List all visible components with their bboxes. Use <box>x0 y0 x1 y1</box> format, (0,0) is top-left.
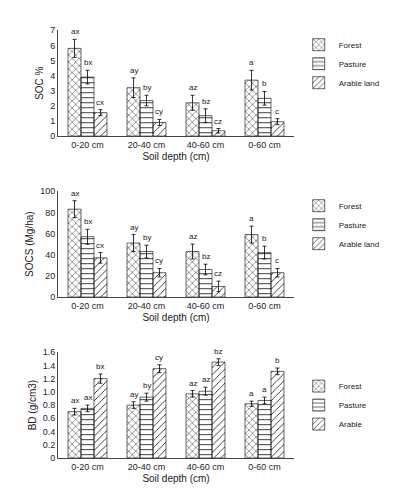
svg-text:bx: bx <box>84 217 92 226</box>
svg-text:0.2: 0.2 <box>43 440 56 450</box>
svg-text:ax: ax <box>71 27 79 36</box>
svg-text:Soil depth (cm): Soil depth (cm) <box>142 473 209 484</box>
svg-text:by: by <box>143 233 151 242</box>
svg-text:1.4: 1.4 <box>43 361 56 371</box>
svg-text:cy: cy <box>155 353 163 362</box>
svg-text:ay: ay <box>130 390 138 399</box>
svg-text:a: a <box>249 389 254 398</box>
svg-text:40-60 cm: 40-60 cm <box>187 301 225 311</box>
svg-text:az: az <box>189 83 197 92</box>
svg-text:ax: ax <box>71 189 79 198</box>
svg-text:by: by <box>143 381 151 390</box>
svg-text:cz: cz <box>214 269 222 278</box>
svg-text:SOC %: SOC % <box>34 66 45 99</box>
svg-text:Soil depth (cm): Soil depth (cm) <box>142 151 209 162</box>
svg-text:cx: cx <box>96 241 104 250</box>
svg-text:ax: ax <box>84 393 92 402</box>
svg-text:cy: cy <box>155 107 163 116</box>
svg-text:az: az <box>202 375 210 384</box>
svg-text:0.4: 0.4 <box>43 427 56 437</box>
svg-text:20: 20 <box>45 271 55 281</box>
svg-text:a: a <box>249 214 254 223</box>
svg-text:b: b <box>262 79 267 88</box>
svg-text:az: az <box>189 379 197 388</box>
svg-text:c: c <box>275 256 279 265</box>
svg-text:0-20 cm: 0-20 cm <box>71 462 104 472</box>
svg-text:Soil depth (cm): Soil depth (cm) <box>142 312 209 323</box>
svg-text:cx: cx <box>96 98 104 107</box>
svg-text:0: 0 <box>50 292 55 302</box>
svg-text:6: 6 <box>50 41 55 51</box>
svg-text:a: a <box>262 385 267 394</box>
svg-text:SOCS (Mg/ha): SOCS (Mg/ha) <box>24 211 35 277</box>
svg-text:1.0: 1.0 <box>43 387 56 397</box>
svg-text:0-20 cm: 0-20 cm <box>71 140 104 150</box>
svg-text:cy: cy <box>155 256 163 265</box>
svg-text:60: 60 <box>45 229 55 239</box>
svg-text:1.6: 1.6 <box>43 347 56 357</box>
svg-text:BD (g/cm3): BD (g/cm3) <box>27 380 38 431</box>
svg-text:0: 0 <box>50 131 55 141</box>
svg-text:100: 100 <box>40 186 55 196</box>
svg-text:1: 1 <box>50 116 55 126</box>
svg-text:0.8: 0.8 <box>43 400 56 410</box>
svg-text:cz: cz <box>214 117 222 126</box>
svg-text:bx: bx <box>84 58 92 67</box>
svg-text:Pasture: Pasture <box>339 60 367 69</box>
svg-text:ay: ay <box>130 223 138 232</box>
svg-text:az: az <box>189 232 197 241</box>
svg-text:7: 7 <box>50 25 55 35</box>
svg-text:ax: ax <box>71 396 79 405</box>
svg-text:Pasture: Pasture <box>339 401 367 410</box>
svg-text:0: 0 <box>50 453 55 463</box>
svg-text:Forest: Forest <box>339 202 362 211</box>
svg-text:40-60 cm: 40-60 cm <box>187 462 225 472</box>
svg-text:80: 80 <box>45 208 55 218</box>
svg-text:bz: bz <box>214 347 222 356</box>
svg-text:5: 5 <box>50 56 55 66</box>
svg-text:Pasture: Pasture <box>339 221 367 230</box>
svg-text:20-40 cm: 20-40 cm <box>128 301 166 311</box>
svg-text:bz: bz <box>202 252 210 261</box>
svg-text:40: 40 <box>45 250 55 260</box>
svg-text:Arable land: Arable land <box>339 79 379 88</box>
svg-text:0-20 cm: 0-20 cm <box>71 301 104 311</box>
svg-text:3: 3 <box>50 86 55 96</box>
svg-text:bx: bx <box>96 362 104 371</box>
svg-text:Arable land: Arable land <box>339 240 379 249</box>
svg-text:20-40 cm: 20-40 cm <box>128 140 166 150</box>
svg-text:0.6: 0.6 <box>43 413 56 423</box>
svg-text:Forest: Forest <box>339 41 362 50</box>
svg-text:by: by <box>143 83 151 92</box>
svg-text:0-60 cm: 0-60 cm <box>248 301 281 311</box>
svg-text:0-60 cm: 0-60 cm <box>248 140 281 150</box>
svg-text:4: 4 <box>50 71 55 81</box>
svg-text:Arable: Arable <box>339 420 363 429</box>
svg-text:1.2: 1.2 <box>43 374 56 384</box>
svg-text:bz: bz <box>202 97 210 106</box>
svg-text:ay: ay <box>130 66 138 75</box>
svg-text:2: 2 <box>50 101 55 111</box>
svg-text:c: c <box>275 107 279 116</box>
svg-text:Forest: Forest <box>339 382 362 391</box>
svg-text:b: b <box>275 356 280 365</box>
svg-text:20-40 cm: 20-40 cm <box>128 462 166 472</box>
svg-text:40-60 cm: 40-60 cm <box>187 140 225 150</box>
svg-text:0-60 cm: 0-60 cm <box>248 462 281 472</box>
svg-text:b: b <box>262 234 267 243</box>
svg-text:a: a <box>249 58 254 67</box>
